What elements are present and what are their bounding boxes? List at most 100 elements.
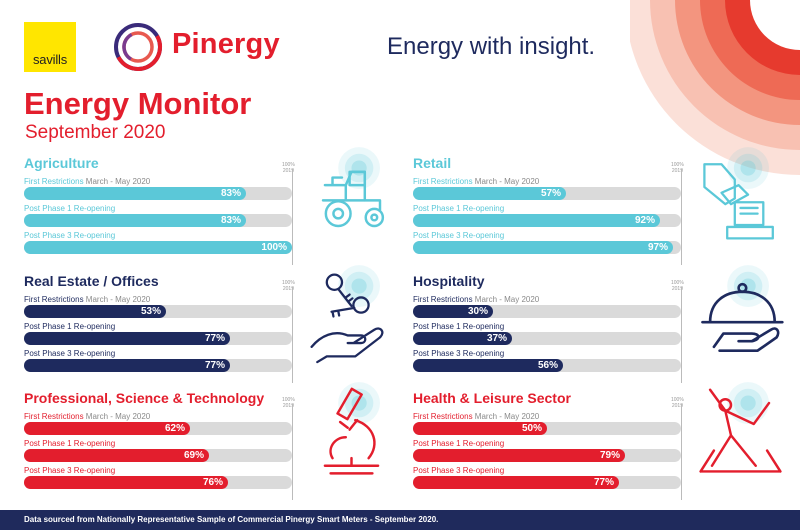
sector-title: Health & Leisure Sector [413,390,571,406]
bar-fill: 37% [413,332,512,345]
baseline-caption-line: 100% [671,280,684,286]
baseline-marker [681,404,682,500]
bar-track: 50% [413,422,681,435]
row-label-text: Post Phase 1 Re-opening [24,322,116,331]
row-label-text: First Restrictions [24,177,84,186]
savills-logo: savills [24,22,76,72]
bar-track: 100% [24,241,292,254]
sector-title: Hospitality [413,273,485,289]
row-label: First Restrictions March - May 2020 [413,295,539,304]
bar-value-label: 37% [486,333,507,344]
bar-value-label: 100% [261,242,287,253]
row-label-text: First Restrictions [24,295,84,304]
row-label: Post Phase 1 Re-opening [24,439,115,448]
row-label: First Restrictions March - May 2020 [413,412,539,421]
sector-panel: Health & Leisure Sector 100% 2019 First Res… [413,382,785,502]
bar-track: 83% [24,214,292,227]
bar-fill: 77% [24,332,230,345]
row-label: Post Phase 1 Re-opening [413,204,504,213]
sector-title: Professional, Science & Technology [24,390,265,406]
bar-fill: 57% [413,187,566,200]
bar-fill: 69% [24,449,209,462]
bar-fill: 62% [24,422,190,435]
bar-fill: 83% [24,214,246,227]
bar-value-label: 83% [220,215,241,226]
baseline-caption: 100% 2019 [671,162,684,174]
row-label-text: Post Phase 1 Re-opening [24,204,116,213]
bar-value-label: 77% [204,360,225,371]
row-label: First Restrictions March - May 2020 [24,295,150,304]
bar-value-label: 77% [204,333,225,344]
bar-value-label: 83% [220,188,241,199]
serving-cloche-icon [693,263,788,368]
row-label: Post Phase 1 Re-opening [413,439,504,448]
row-label-text: Post Phase 3 Re-opening [24,466,116,475]
bar-track: 92% [413,214,681,227]
bar-fill: 79% [413,449,625,462]
bar-value-label: 62% [164,423,185,434]
baseline-marker [681,169,682,265]
bar-fill: 92% [413,214,660,227]
row-label-text: Post Phase 1 Re-opening [413,322,505,331]
bar-track: 76% [24,476,292,489]
bar-value-label: 79% [599,450,620,461]
row-label: First Restrictions March - May 2020 [24,412,150,421]
bar-track: 57% [413,187,681,200]
baseline-caption: 100% 2019 [282,162,295,174]
sector-title: Retail [413,155,452,171]
row-label-text: Post Phase 3 Re-opening [24,231,116,240]
row-label-text: Post Phase 3 Re-opening [413,466,505,475]
baseline-caption: 100% 2019 [282,280,295,292]
row-label-text: Post Phase 3 Re-opening [413,349,505,358]
bar-fill: 56% [413,359,563,372]
sector-title: Real Estate / Offices [24,273,159,289]
row-label: Post Phase 1 Re-opening [413,322,504,331]
baseline-marker [681,287,682,383]
bar-track: 30% [413,305,681,318]
bar-value-label: 56% [537,360,558,371]
sector-panel: Hospitality 100% 2019 First Restrictions Ma… [413,265,785,385]
bar-fill: 53% [24,305,166,318]
bar-fill: 83% [24,187,246,200]
row-label: First Restrictions March - May 2020 [24,177,150,186]
bar-track: 77% [24,359,292,372]
baseline-caption: 100% 2019 [671,280,684,292]
baseline-caption-line: 2019 [671,403,683,409]
row-label-note: March - May 2020 [83,412,151,421]
row-label-note: March - May 2020 [472,177,540,186]
baseline-caption-line: 2019 [282,168,294,174]
bar-value-label: 30% [467,306,488,317]
baseline-caption-line: 100% [282,162,295,168]
baseline-caption-line: 2019 [671,286,683,292]
baseline-caption-line: 100% [671,397,684,403]
row-label-text: First Restrictions [24,412,84,421]
baseline-caption-line: 2019 [282,286,294,292]
row-label-text: Post Phase 1 Re-opening [24,439,116,448]
baseline-caption-line: 2019 [671,168,683,174]
bar-track: 56% [413,359,681,372]
bar-track: 97% [413,241,681,254]
row-label: Post Phase 1 Re-opening [24,322,115,331]
row-label-note: March - May 2020 [83,177,151,186]
bar-track: 69% [24,449,292,462]
row-label-note: March - May 2020 [472,412,540,421]
baseline-caption-line: 100% [282,397,295,403]
savills-logo-text: savills [33,52,67,67]
row-label-text: First Restrictions [413,177,473,186]
bar-fill: 30% [413,305,493,318]
bar-value-label: 92% [634,215,655,226]
bar-value-label: 57% [540,188,561,199]
footer-note: Data sourced from Nationally Representat… [0,510,800,530]
sector-panel: Real Estate / Offices 100% 2019 First Restr… [24,265,396,385]
bar-value-label: 69% [183,450,204,461]
page-title: Energy Monitor [24,86,252,121]
bar-track: 37% [413,332,681,345]
baseline-caption-line: 100% [671,162,684,168]
bar-track: 77% [413,476,681,489]
baseline-caption: 100% 2019 [282,397,295,409]
bar-track: 79% [413,449,681,462]
bar-value-label: 53% [140,306,161,317]
row-label-note: March - May 2020 [472,295,540,304]
row-label: Post Phase 1 Re-opening [24,204,115,213]
